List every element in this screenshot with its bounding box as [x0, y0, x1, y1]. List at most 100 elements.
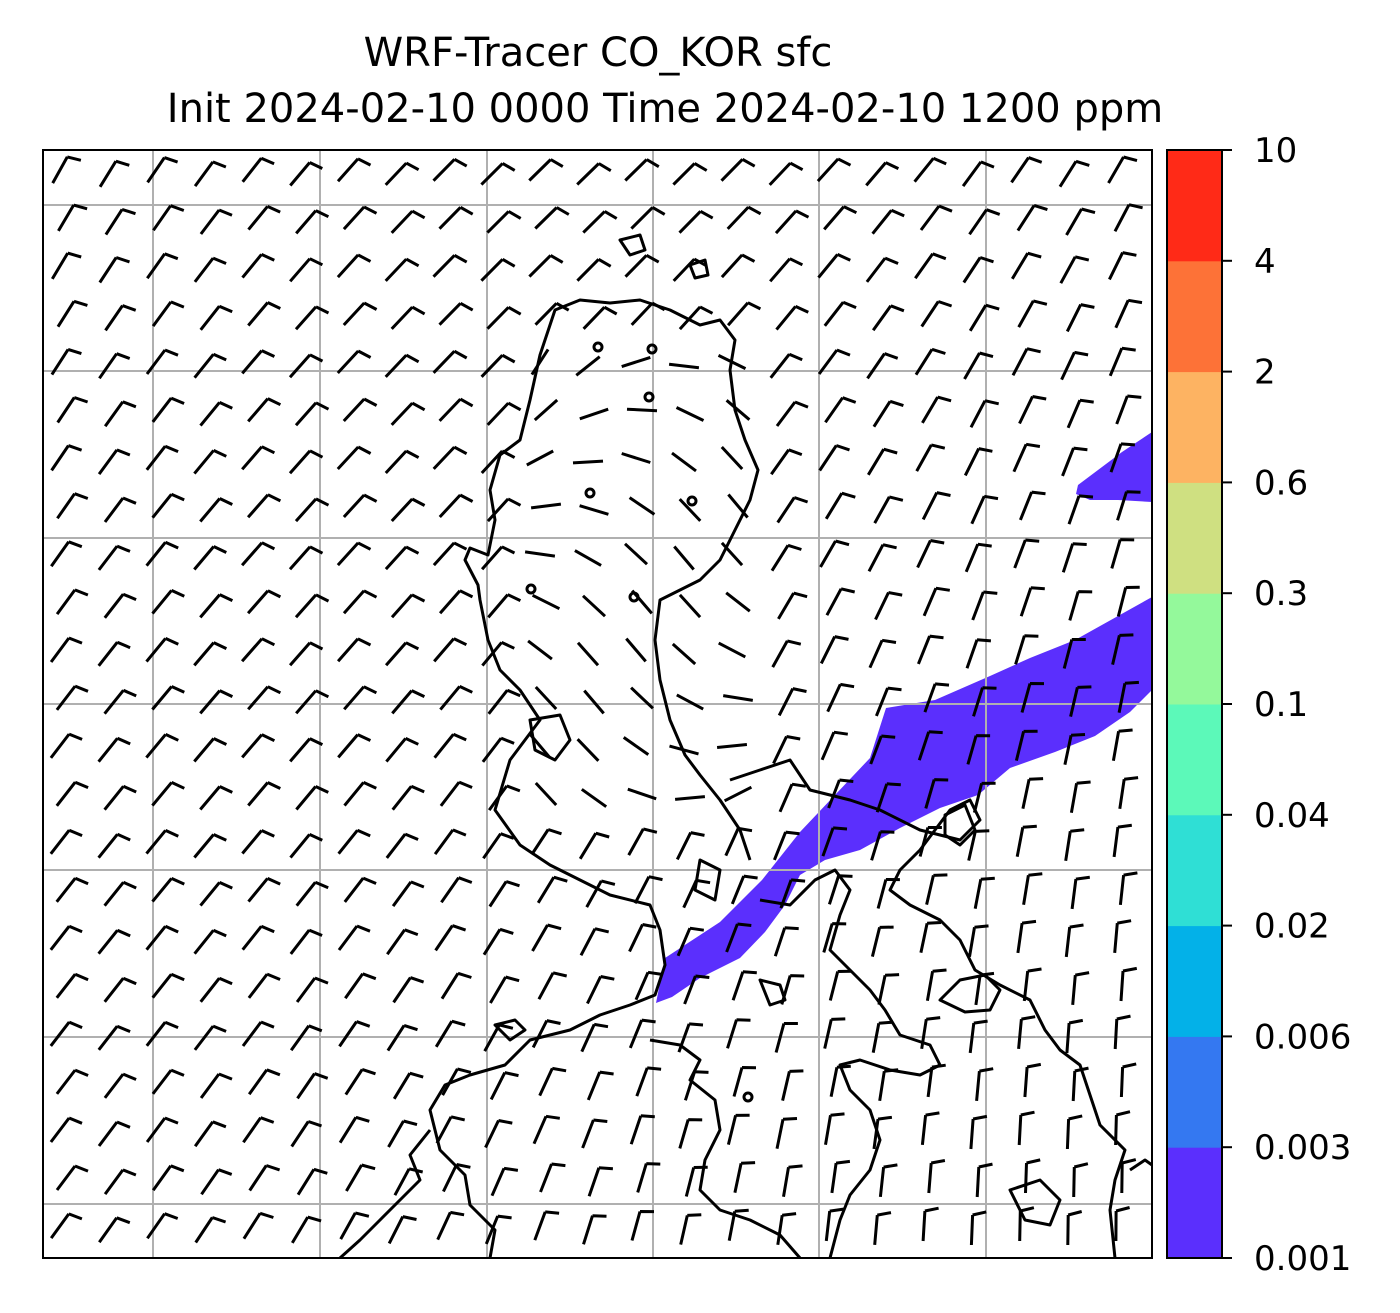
- wind-barb: [668, 362, 700, 370]
- wind-barb: [104, 207, 136, 236]
- wind-barb: [631, 589, 653, 615]
- wind-barb: [526, 449, 554, 467]
- wind-barb: [965, 638, 992, 669]
- wind-barb: [676, 926, 705, 957]
- wind-barb: [621, 452, 651, 464]
- wind-barb: [482, 832, 515, 860]
- wind-barb: [969, 1114, 988, 1150]
- wind-barb: [1022, 967, 1042, 1002]
- wind-barb: [1070, 875, 1090, 910]
- wind-barb: [1059, 255, 1090, 284]
- wind-barb: [294, 497, 330, 523]
- wind-barb: [288, 545, 324, 571]
- wind-barb: [583, 689, 605, 715]
- wind-barb: [914, 252, 947, 280]
- wind-barb: [146, 156, 179, 184]
- wind-barb: [343, 876, 377, 903]
- wind-barb: [50, 540, 83, 568]
- wind-barb: [55, 972, 89, 999]
- wind-barb: [819, 539, 850, 568]
- wind-barb: [722, 694, 754, 702]
- wind-barb: [103, 496, 137, 523]
- colorbar-band: [1167, 1147, 1222, 1259]
- wind-barb: [534, 685, 558, 711]
- wind-barb: [1116, 490, 1141, 521]
- wind-barb: [50, 347, 82, 376]
- wind-barb: [97, 928, 131, 955]
- wind-barb: [193, 833, 227, 859]
- wind-barb: [580, 1022, 609, 1053]
- wind-barb: [683, 1070, 709, 1101]
- wind-barb: [622, 736, 650, 756]
- wind-barb: [725, 922, 752, 953]
- wind-barb: [434, 924, 467, 952]
- wind-barb: [193, 737, 228, 763]
- wind-barb: [775, 305, 809, 331]
- wind-barb: [103, 592, 137, 619]
- wind-barb: [241, 445, 276, 471]
- wind-barb: [1067, 494, 1094, 525]
- wind-barb: [487, 784, 521, 811]
- wind-barb: [774, 1022, 798, 1053]
- wind-barb: [103, 400, 137, 428]
- wind-barb: [336, 349, 372, 375]
- wind-barb: [723, 785, 753, 803]
- wind-barb: [580, 788, 608, 808]
- wind-barb: [720, 445, 744, 471]
- wind-barb: [923, 682, 950, 713]
- wind-barb: [145, 444, 179, 471]
- wind-barb: [775, 400, 809, 427]
- wind-barb: [1019, 490, 1046, 521]
- wind-barb: [1011, 347, 1041, 376]
- wind-barb: [291, 1215, 322, 1244]
- wind-barb: [769, 257, 804, 283]
- wind-barb: [1066, 1210, 1083, 1246]
- wind-barb: [193, 160, 227, 187]
- wind-barb: [678, 498, 702, 522]
- wind-barb: [877, 973, 900, 1006]
- wind-barb: [199, 304, 233, 331]
- wind-barb: [488, 880, 520, 908]
- wind-barb: [874, 591, 903, 621]
- wind-barb: [732, 1066, 757, 1097]
- wind-barb: [963, 351, 994, 380]
- wind-barb: [1064, 828, 1085, 862]
- wind-barb: [151, 877, 185, 903]
- wind-barb: [872, 1115, 893, 1150]
- wind-barb: [385, 737, 419, 763]
- wind-barb: [145, 1020, 179, 1047]
- wind-barb: [241, 156, 275, 183]
- colorbar-tick-label: 0.1: [1254, 685, 1308, 725]
- wind-barb: [532, 1114, 561, 1145]
- wind-barb: [145, 924, 179, 951]
- wind-barb: [104, 304, 137, 332]
- wind-barb: [873, 495, 904, 524]
- wind-barb: [339, 1211, 370, 1240]
- wind-barb: [1107, 155, 1138, 184]
- wind-barb: [247, 972, 281, 999]
- wind-barb: [968, 208, 1001, 236]
- wind-barb: [921, 1206, 939, 1242]
- wind-barb: [1118, 776, 1139, 810]
- wind-barb: [289, 928, 323, 955]
- wind-barb: [151, 300, 185, 327]
- wind-barb: [718, 641, 746, 659]
- wind-barb: [878, 1163, 898, 1198]
- wind-barb: [725, 399, 751, 421]
- wind-barb: [482, 927, 514, 956]
- wind-barb: [1116, 585, 1140, 617]
- wind-barb: [873, 1211, 892, 1246]
- wind-barb: [193, 641, 228, 667]
- wind-barb: [1113, 1014, 1131, 1050]
- wind-barb: [435, 1115, 466, 1144]
- wind-barb: [1015, 824, 1037, 857]
- wind-barb: [145, 829, 179, 855]
- wind-barb: [975, 1067, 994, 1102]
- wind-barb: [967, 829, 990, 861]
- wind-barb: [1115, 394, 1142, 425]
- wind-barb: [829, 1064, 851, 1097]
- wind-barb: [537, 971, 568, 1000]
- wind-barb: [481, 641, 515, 667]
- wind-barb: [630, 206, 666, 230]
- wind-barb: [1058, 159, 1090, 188]
